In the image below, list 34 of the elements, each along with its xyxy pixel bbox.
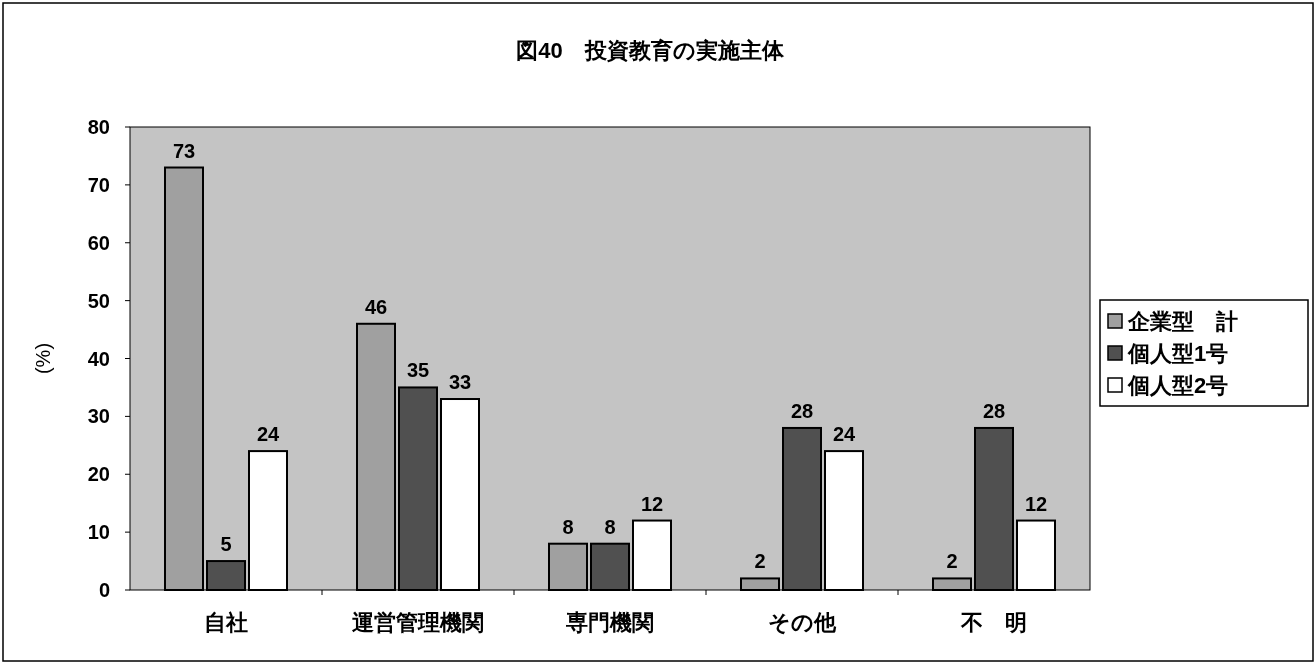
data-label: 12 xyxy=(640,492,664,515)
data-label: 73 xyxy=(172,139,196,162)
y-tick-label: 60 xyxy=(87,231,110,254)
data-label: 28 xyxy=(982,399,1006,422)
legend-label: 企業型 計 xyxy=(1127,309,1238,334)
data-label: 24 xyxy=(832,423,856,446)
y-tick-label: 80 xyxy=(87,116,110,138)
data-label: 35 xyxy=(406,359,430,382)
data-label: 12 xyxy=(1024,492,1048,515)
chart-title: 図40 投資教育の実施主体 xyxy=(516,38,785,63)
data-label: 33 xyxy=(448,371,472,394)
x-tick-label: 運営管理機関 xyxy=(352,610,484,635)
data-label: 8 xyxy=(604,515,616,538)
y-tick-label: 0 xyxy=(98,579,110,601)
data-label: 24 xyxy=(256,423,280,446)
data-label: 8 xyxy=(562,515,574,538)
x-tick-label: その他 xyxy=(768,610,837,635)
legend-label: 個人型1号 xyxy=(1127,341,1229,366)
data-label: 46 xyxy=(364,295,388,318)
y-axis-title: (%) xyxy=(32,342,54,375)
data-label: 5 xyxy=(220,533,232,556)
y-tick-label: 50 xyxy=(87,289,110,312)
y-tick-label: 10 xyxy=(87,521,110,544)
y-tick-label: 20 xyxy=(87,463,110,486)
y-tick-label: 70 xyxy=(87,173,110,196)
data-label: 2 xyxy=(754,550,766,573)
y-tick-label: 30 xyxy=(87,405,110,428)
x-tick-label: 専門機関 xyxy=(565,610,654,635)
data-label: 2 xyxy=(946,550,958,573)
data-label: 28 xyxy=(790,399,814,422)
x-tick-label: 不 明 xyxy=(960,610,1027,635)
x-tick-label: 自社 xyxy=(204,610,248,635)
legend-label: 個人型2号 xyxy=(1127,373,1229,398)
y-tick-label: 40 xyxy=(87,347,110,370)
